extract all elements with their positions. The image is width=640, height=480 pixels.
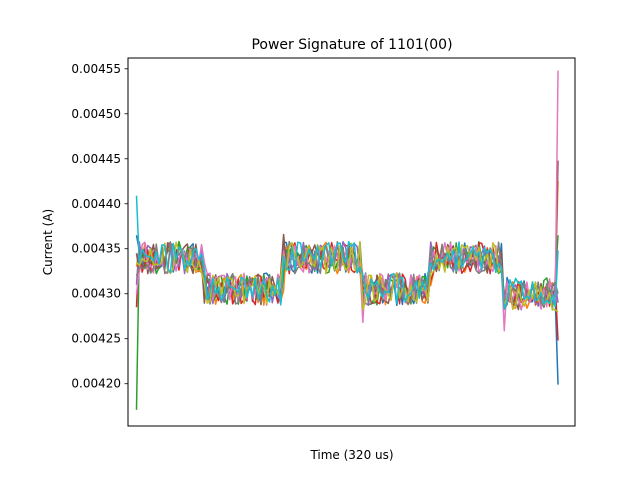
y-tick-label: 0.00425 <box>71 332 121 346</box>
series-layer <box>135 70 559 410</box>
y-tick-label: 0.00455 <box>71 62 121 76</box>
series-line <box>135 195 559 310</box>
axes-frame <box>127 57 576 427</box>
series-line <box>135 181 559 309</box>
y-tick-label: 0.00445 <box>71 152 121 166</box>
y-tick-label: 0.00440 <box>71 197 121 211</box>
y-tick-label: 0.00435 <box>71 242 121 256</box>
y-tick-label: 0.00450 <box>71 107 121 121</box>
series-line <box>135 70 559 332</box>
y-tick-label: 0.00430 <box>71 287 121 301</box>
x-axis-label: Time (320 us) <box>309 448 393 462</box>
y-axis-label: Current (A) <box>41 209 55 275</box>
y-tick-label: 0.00420 <box>71 377 121 391</box>
series-line <box>135 160 559 311</box>
chart-title: Power Signature of 1101(00) <box>251 37 452 53</box>
y-axis: 0.00420 0.00425 0.00430 0.00435 0.00440 0.004… <box>71 62 128 391</box>
